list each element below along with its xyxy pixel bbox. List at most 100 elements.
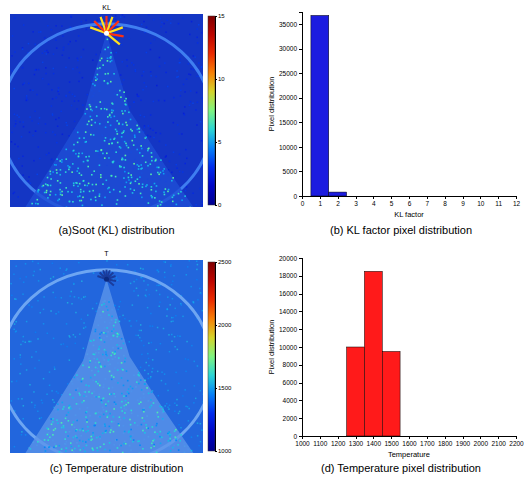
plume-speckle bbox=[117, 142, 119, 144]
plume-speckle bbox=[31, 203, 33, 205]
noise bbox=[43, 296, 45, 298]
plume-speckle bbox=[111, 316, 113, 318]
plume-speckle bbox=[163, 191, 165, 193]
plume-speckle bbox=[171, 180, 173, 182]
noise bbox=[161, 380, 163, 382]
noise bbox=[83, 327, 85, 329]
plume-speckle bbox=[86, 445, 88, 447]
noise bbox=[47, 333, 49, 335]
noise bbox=[177, 349, 179, 351]
noise bbox=[53, 53, 55, 55]
noise bbox=[150, 128, 152, 130]
noise bbox=[178, 23, 180, 25]
noise bbox=[56, 391, 58, 393]
y-axis-line bbox=[299, 13, 303, 197]
x-tick: 1400 bbox=[367, 436, 382, 447]
plume-speckle bbox=[57, 409, 59, 411]
plume-speckle bbox=[116, 131, 118, 133]
plume-speckle bbox=[114, 116, 116, 118]
plume-speckle bbox=[89, 191, 91, 193]
noise bbox=[133, 64, 135, 66]
plume-speckle bbox=[75, 430, 77, 432]
plume-speckle bbox=[107, 47, 109, 49]
plume-speckle bbox=[158, 173, 160, 175]
noise bbox=[158, 271, 160, 273]
plume-speckle bbox=[85, 431, 87, 433]
noise bbox=[74, 121, 76, 123]
noise bbox=[181, 304, 183, 306]
plume-speckle bbox=[107, 83, 109, 85]
plume-speckle bbox=[156, 425, 158, 427]
noise bbox=[197, 264, 199, 266]
noise bbox=[201, 67, 203, 69]
noise bbox=[83, 296, 85, 298]
noise bbox=[176, 168, 178, 170]
noise bbox=[156, 349, 158, 351]
plume-speckle bbox=[109, 413, 111, 415]
plume-speckle bbox=[76, 170, 78, 172]
y-axis: 0200040006000800010000120001400016000180… bbox=[279, 255, 303, 440]
x-tick-label: 1 bbox=[319, 200, 323, 207]
plume-speckle bbox=[46, 192, 48, 194]
plume-speckle bbox=[68, 407, 70, 409]
plume-speckle bbox=[52, 421, 54, 423]
x-axis-title: Temperature bbox=[388, 450, 430, 459]
y-tick-label: 35000 bbox=[279, 21, 297, 28]
noise bbox=[169, 161, 171, 163]
noise bbox=[146, 26, 148, 28]
plume-speckle bbox=[113, 416, 115, 418]
noise bbox=[193, 402, 195, 404]
plume-speckle bbox=[75, 389, 77, 391]
plume-speckle bbox=[101, 304, 103, 306]
noise bbox=[191, 345, 193, 347]
plume-speckle bbox=[162, 418, 164, 420]
x-tick-label: 1300 bbox=[349, 440, 364, 447]
noise bbox=[176, 399, 178, 401]
plume-speckle bbox=[81, 153, 83, 155]
y-tick-label: 20000 bbox=[279, 94, 297, 101]
plume-speckle bbox=[99, 60, 101, 62]
x-tick: 4 bbox=[372, 196, 376, 207]
plume-speckle bbox=[105, 405, 107, 407]
noise bbox=[164, 62, 166, 64]
plume-speckle bbox=[151, 156, 153, 158]
plume-speckle bbox=[162, 409, 164, 411]
noise bbox=[52, 114, 54, 116]
noise bbox=[200, 292, 202, 294]
plume-speckle bbox=[90, 134, 92, 136]
noise bbox=[188, 420, 190, 422]
plume-speckle bbox=[157, 412, 159, 414]
plume-speckle bbox=[87, 160, 89, 162]
noise bbox=[53, 73, 55, 75]
plume-speckle bbox=[144, 432, 146, 434]
noise bbox=[11, 400, 13, 402]
noise bbox=[184, 91, 186, 93]
plume-speckle bbox=[88, 183, 90, 185]
noise bbox=[165, 261, 167, 263]
noise bbox=[138, 335, 140, 337]
plume-speckle bbox=[189, 207, 191, 208]
plume-speckle bbox=[148, 202, 150, 204]
noise bbox=[175, 164, 177, 166]
noise bbox=[179, 154, 181, 156]
bar bbox=[347, 347, 365, 436]
noise bbox=[159, 66, 161, 68]
plume-speckle bbox=[111, 379, 113, 381]
noise bbox=[186, 78, 188, 80]
plume-speckle bbox=[96, 78, 98, 80]
plume-speckle bbox=[84, 184, 86, 186]
bar bbox=[364, 271, 382, 436]
noise bbox=[55, 39, 57, 41]
nozzle bbox=[104, 277, 109, 282]
y-tick-label: 16000 bbox=[279, 290, 297, 297]
noise bbox=[18, 158, 20, 160]
plume-speckle bbox=[159, 405, 161, 407]
plume-speckle bbox=[91, 438, 93, 440]
colorbar-tick-mark bbox=[215, 142, 217, 143]
plume-speckle bbox=[84, 113, 86, 115]
plume-speckle bbox=[102, 354, 104, 356]
noise bbox=[38, 360, 40, 362]
noise bbox=[115, 15, 117, 17]
plume-speckle bbox=[139, 453, 141, 454]
plume-speckle bbox=[87, 426, 89, 428]
